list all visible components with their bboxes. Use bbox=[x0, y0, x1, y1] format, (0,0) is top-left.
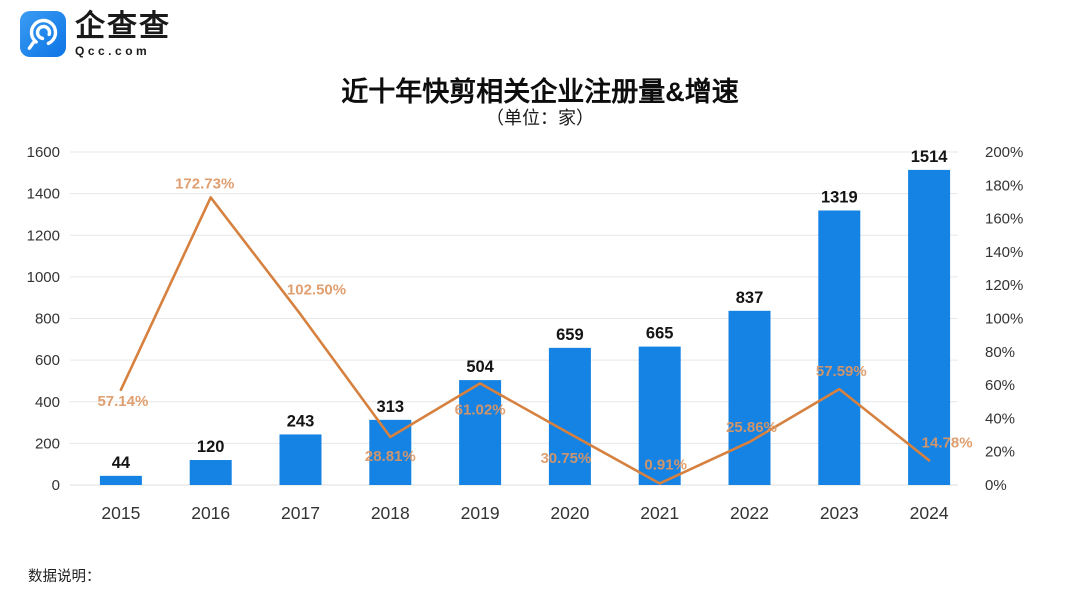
x-axis-label-2023: 2023 bbox=[820, 503, 859, 523]
data-notes: 数据说明： 1.统计范围：仅统计企业名称、经营范围、品牌产品含关键词“快剪理发|… bbox=[28, 531, 637, 608]
y-axis-tick-left: 1600 bbox=[27, 144, 60, 161]
y-axis-tick-left: 600 bbox=[35, 352, 60, 369]
x-axis-label-2019: 2019 bbox=[461, 503, 500, 523]
bar-2020 bbox=[548, 347, 591, 485]
y-axis-tick-right: 140% bbox=[985, 244, 1023, 261]
bar-value-label: 44 bbox=[112, 454, 131, 472]
y-axis-tick-left: 0 bbox=[52, 477, 60, 494]
x-axis-label-2015: 2015 bbox=[101, 503, 140, 523]
y-axis-tick-right: 0% bbox=[985, 477, 1007, 494]
growth-label: 0.91% bbox=[644, 456, 687, 473]
y-axis-tick-right: 180% bbox=[985, 177, 1023, 194]
bar-2018 bbox=[369, 419, 412, 485]
logo-name: 企查查 bbox=[75, 10, 171, 43]
x-axis-label-2018: 2018 bbox=[371, 503, 410, 523]
y-axis-tick-right: 40% bbox=[985, 410, 1015, 427]
y-axis-tick-left: 1200 bbox=[27, 227, 60, 244]
bar-value-label: 120 bbox=[197, 438, 225, 456]
bar-2023 bbox=[818, 210, 861, 485]
bar-2024 bbox=[908, 169, 951, 485]
bar-value-label: 659 bbox=[556, 326, 584, 344]
y-axis-tick-right: 120% bbox=[985, 277, 1023, 294]
logo-site: Qcc.com bbox=[75, 44, 151, 58]
qcc-logo: 企查查 Qcc.com bbox=[20, 11, 171, 58]
bar-2022 bbox=[728, 310, 771, 485]
bar-value-label: 243 bbox=[287, 412, 315, 430]
y-axis-tick-left: 1000 bbox=[27, 269, 60, 286]
growth-label: 57.14% bbox=[97, 393, 148, 410]
bar-value-label: 504 bbox=[466, 358, 494, 376]
chart-title: 近十年快剪相关企业注册量&增速 bbox=[341, 77, 739, 107]
y-axis-tick-left: 200 bbox=[35, 435, 60, 452]
growth-label: 57.59% bbox=[816, 363, 867, 380]
bar-2016 bbox=[189, 460, 232, 485]
y-axis-tick-left: 400 bbox=[35, 394, 60, 411]
growth-label: 25.86% bbox=[726, 419, 777, 436]
bar-value-label: 1514 bbox=[911, 148, 949, 166]
y-axis-tick-right: 20% bbox=[985, 444, 1015, 461]
y-axis-tick-right: 80% bbox=[985, 344, 1015, 361]
bar-2017 bbox=[279, 434, 322, 485]
bar-value-label: 837 bbox=[736, 289, 764, 307]
bar-value-label: 313 bbox=[377, 398, 405, 416]
bar-2019 bbox=[459, 380, 502, 485]
bar-2015 bbox=[99, 475, 142, 485]
bar-value-label: 1319 bbox=[821, 188, 858, 206]
x-axis-label-2017: 2017 bbox=[281, 503, 320, 523]
qcc-logo-icon bbox=[20, 11, 66, 57]
x-axis-label-2016: 2016 bbox=[191, 503, 230, 523]
bar-value-label: 665 bbox=[646, 325, 674, 343]
x-axis-label-2021: 2021 bbox=[640, 503, 679, 523]
chart-subtitle: （单位：家） bbox=[486, 108, 594, 128]
y-axis-tick-right: 100% bbox=[985, 311, 1023, 328]
notes-heading: 数据说明： bbox=[28, 569, 101, 585]
growth-label: 30.75% bbox=[540, 450, 591, 467]
x-axis-label-2024: 2024 bbox=[910, 503, 949, 523]
y-axis-tick-left: 1400 bbox=[27, 186, 60, 203]
bar-2021 bbox=[638, 346, 681, 485]
y-axis-tick-right: 160% bbox=[985, 211, 1023, 228]
growth-line bbox=[119, 196, 931, 485]
growth-label: 14.78% bbox=[922, 434, 973, 451]
x-axis-label-2020: 2020 bbox=[550, 503, 589, 523]
growth-label: 28.81% bbox=[365, 448, 416, 465]
growth-label: 61.02% bbox=[455, 401, 506, 418]
y-axis-tick-left: 800 bbox=[35, 311, 60, 328]
y-axis-tick-right: 60% bbox=[985, 377, 1015, 394]
x-axis-label-2022: 2022 bbox=[730, 503, 769, 523]
y-axis-tick-right: 200% bbox=[985, 144, 1023, 161]
growth-label: 172.73% bbox=[175, 175, 234, 192]
growth-label: 102.50% bbox=[287, 281, 346, 298]
